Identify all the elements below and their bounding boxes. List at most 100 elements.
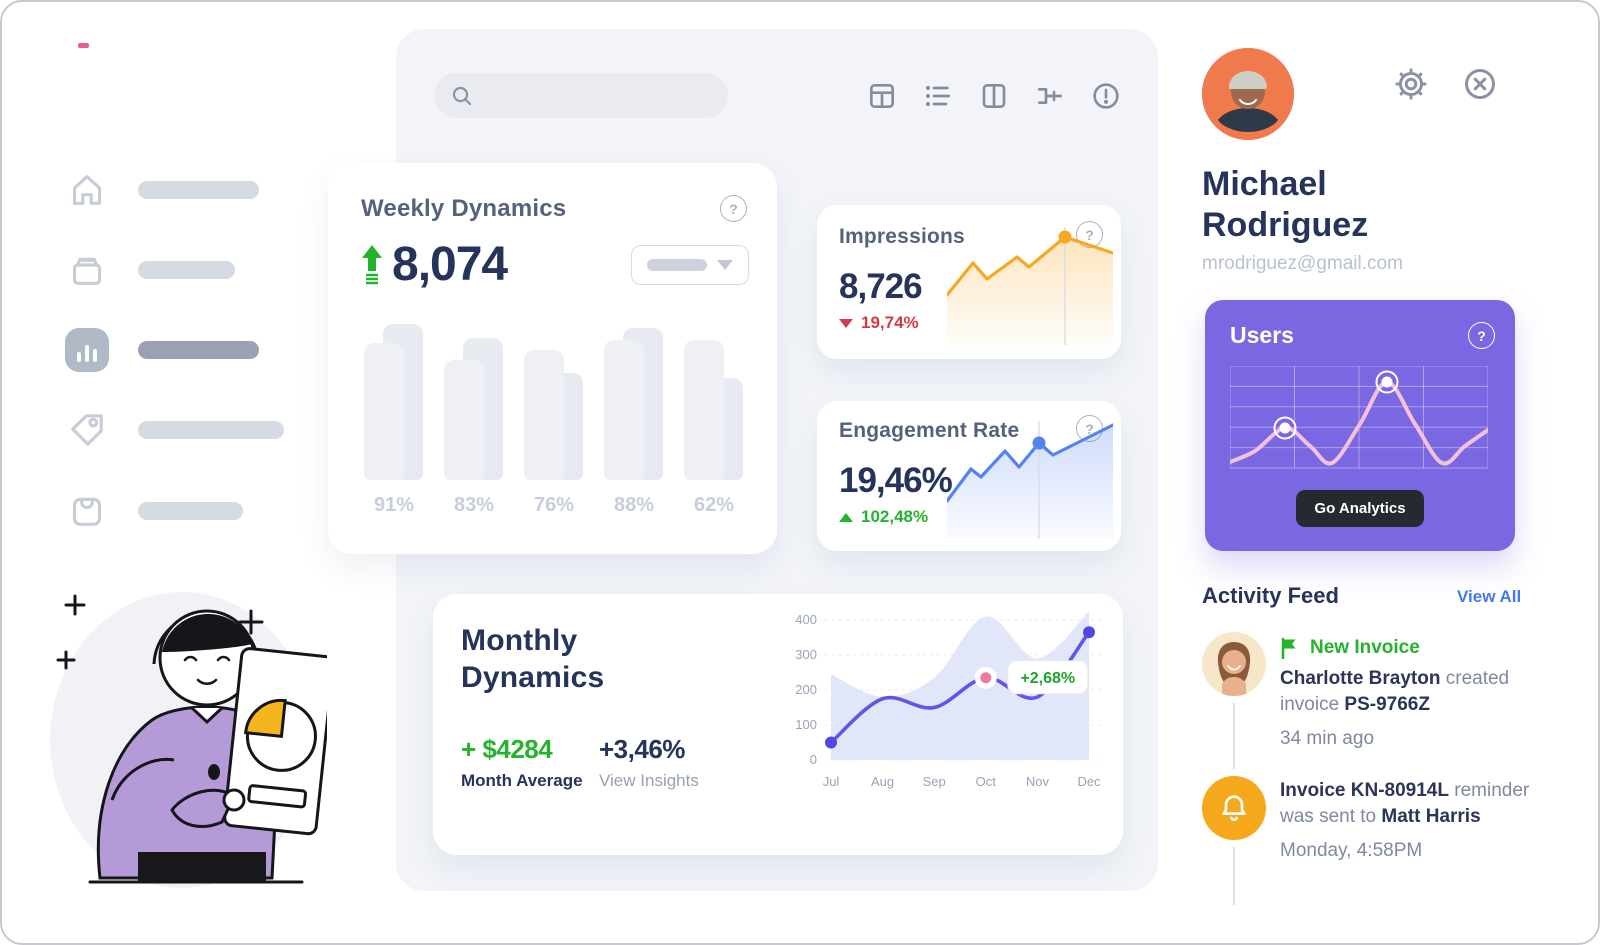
shopping-bag-icon xyxy=(64,488,110,534)
flow-icon[interactable] xyxy=(1032,78,1068,114)
engagement-sparkline xyxy=(947,421,1113,539)
bar-group: 88% xyxy=(604,324,664,516)
impressions-card: Impressions ? 8,726 19,74% xyxy=(817,205,1121,359)
bar xyxy=(364,343,404,480)
svg-text:Sep: Sep xyxy=(923,774,946,789)
insight-value: +3,46% xyxy=(599,734,685,764)
bar xyxy=(444,360,484,480)
box-icon xyxy=(64,247,110,293)
search-input[interactable] xyxy=(484,85,712,106)
users-chart-svg xyxy=(1230,366,1488,469)
bar-label: 62% xyxy=(693,494,735,516)
sidebar-label-placeholder xyxy=(138,261,235,279)
search-bar[interactable] xyxy=(434,73,728,118)
users-card: Users ? Go Analytics xyxy=(1205,300,1515,551)
feed-item[interactable]: New Invoice Charlotte Brayton created in… xyxy=(1280,635,1509,752)
help-icon[interactable]: ? xyxy=(720,195,747,222)
bar-label: 76% xyxy=(533,494,575,516)
impressions-value: 8,726 xyxy=(839,267,923,306)
feed-item[interactable]: Invoice KN-80914L reminder was sent to M… xyxy=(1280,778,1529,864)
monthly-chart-svg: 400 300 200 100 0 +2,68% Jul Aug Sep Oct Nov Dec xyxy=(795,611,1103,789)
chart-tooltip: +2,68% xyxy=(1020,670,1075,687)
weekly-bars: 91% 83% 76% 88% 62% xyxy=(364,324,744,516)
sidebar-item-home[interactable] xyxy=(64,167,259,213)
monthly-dynamics-card: Monthly Dynamics + $4284 Month Average +… xyxy=(433,594,1123,855)
profile-name: Michael Rodriguez xyxy=(1202,165,1369,244)
card-title: Monthly Dynamics xyxy=(461,624,605,694)
svg-text:Nov: Nov xyxy=(1026,774,1050,789)
search-icon xyxy=(452,86,472,105)
sidebar-label-placeholder xyxy=(138,341,259,359)
sidebar-label-placeholder xyxy=(138,502,243,520)
bar-group: 91% xyxy=(364,324,424,516)
sidebar-item-orders[interactable] xyxy=(64,488,243,534)
bar-chart-icon xyxy=(64,327,110,373)
sidebar-label-placeholder xyxy=(138,181,259,199)
table-layout-icon[interactable] xyxy=(864,78,900,114)
triangle-up-icon xyxy=(839,512,853,522)
avatar-photo xyxy=(1202,48,1294,140)
feed-connector-line xyxy=(1233,847,1235,905)
dropdown-placeholder xyxy=(647,259,707,271)
svg-text:0: 0 xyxy=(810,752,817,767)
feed-timestamp: 34 min ago xyxy=(1280,728,1375,749)
card-title: Users xyxy=(1230,322,1294,348)
card-title: Engagement Rate xyxy=(839,419,1020,442)
engagement-value: 19,46% xyxy=(839,461,953,500)
svg-text:Oct: Oct xyxy=(976,774,997,789)
impressions-change: 19,74% xyxy=(839,313,919,333)
go-analytics-button[interactable]: Go Analytics xyxy=(1296,490,1424,527)
view-all-link[interactable]: View All xyxy=(1457,587,1522,606)
feed-timestamp: Monday, 4:58PM xyxy=(1280,840,1423,861)
svg-text:Aug: Aug xyxy=(871,774,894,789)
sidebar-item-analytics[interactable] xyxy=(64,327,259,373)
svg-text:100: 100 xyxy=(795,717,817,732)
sidebar-label-placeholder xyxy=(138,421,284,439)
profile-avatar[interactable] xyxy=(1202,48,1294,140)
engagement-rate-card: Engagement Rate ? 19,46% 102,48% xyxy=(817,401,1121,551)
bar-label: 91% xyxy=(373,494,415,516)
person-with-chart-illustration xyxy=(50,592,327,888)
bar-label: 83% xyxy=(453,494,495,516)
settings-gear-icon[interactable] xyxy=(1393,66,1429,102)
sidebar-item-products[interactable] xyxy=(64,247,235,293)
weekly-dynamics-card: Weekly Dynamics ? 8,074 91% 83% 76% 88% 62% xyxy=(328,163,777,554)
svg-text:Jul: Jul xyxy=(823,774,840,789)
feed-avatar xyxy=(1202,632,1266,696)
impressions-sparkline xyxy=(947,227,1113,345)
bar xyxy=(524,350,564,480)
triangle-down-icon xyxy=(839,318,853,328)
bar-group: 62% xyxy=(684,324,744,516)
sidebar-item-tags[interactable] xyxy=(64,407,284,453)
card-title: Weekly Dynamics xyxy=(361,195,567,222)
weekly-value: 8,074 xyxy=(392,238,508,291)
tag-icon xyxy=(64,407,110,453)
chevron-down-icon xyxy=(717,260,733,270)
alert-icon[interactable] xyxy=(1088,78,1124,114)
month-average-value: + $4284 xyxy=(461,734,553,764)
bar-group: 76% xyxy=(524,324,584,516)
svg-text:200: 200 xyxy=(795,682,817,697)
card-title: Impressions xyxy=(839,225,965,248)
bar-group: 83% xyxy=(444,324,504,516)
reminder-bell-badge xyxy=(1202,776,1266,840)
columns-icon[interactable] xyxy=(976,78,1012,114)
bar xyxy=(684,340,724,480)
avatar-photo xyxy=(1202,632,1266,696)
list-icon[interactable] xyxy=(920,78,956,114)
bell-icon xyxy=(1222,795,1246,821)
activity-feed-title: Activity Feed xyxy=(1202,583,1339,608)
close-icon[interactable] xyxy=(1462,66,1498,102)
help-icon[interactable]: ? xyxy=(1468,322,1495,349)
svg-text:400: 400 xyxy=(795,612,817,627)
flag-icon xyxy=(1281,637,1296,659)
svg-text:300: 300 xyxy=(795,647,817,662)
month-average-label: Month Average xyxy=(461,771,583,790)
engagement-change: 102,48% xyxy=(839,507,928,527)
profile-email: mrodriguez@gmail.com xyxy=(1202,253,1403,274)
bar xyxy=(604,340,644,480)
logo-mark xyxy=(78,43,89,48)
period-dropdown[interactable] xyxy=(631,245,749,285)
view-insights-link[interactable]: View Insights xyxy=(599,771,699,790)
